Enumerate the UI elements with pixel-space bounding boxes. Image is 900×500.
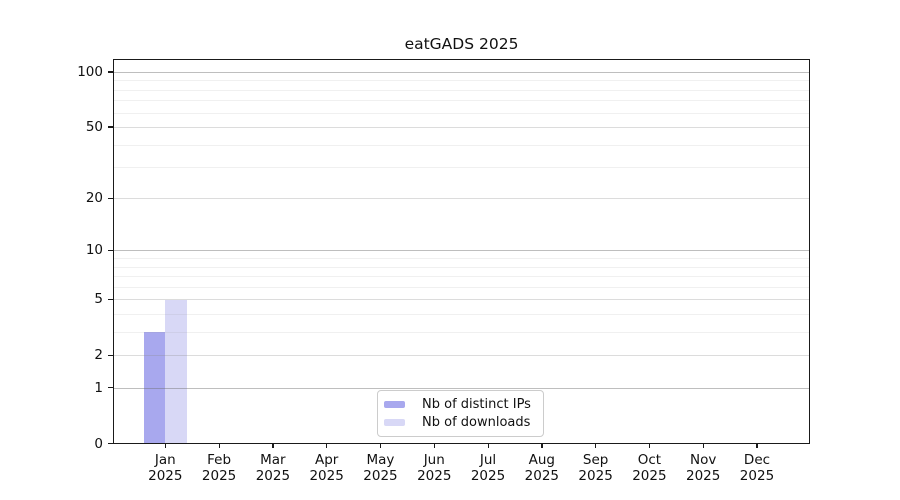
gridline-90 — [114, 80, 809, 82]
gridline-6 — [114, 286, 809, 288]
gridline-50 — [114, 126, 809, 128]
gridline-1 — [114, 387, 809, 389]
gridline-20 — [114, 198, 809, 200]
x-tick-month: Jun — [423, 452, 445, 468]
x-tick-mar — [272, 443, 274, 448]
x-tick-label-sep: Sep 2025 — [568, 452, 624, 484]
x-tick-feb — [218, 443, 220, 448]
y-tick-20 — [108, 197, 113, 200]
x-tick-month: Mar — [260, 452, 286, 468]
x-tick-label-may: May 2025 — [352, 452, 408, 484]
legend-item-downloads: Nb of downloads — [384, 415, 537, 430]
x-tick-month: Aug — [528, 452, 556, 468]
gridline-9 — [114, 258, 809, 260]
x-tick-dec — [756, 443, 758, 448]
plot-area — [113, 59, 810, 444]
x-tick-aug — [541, 443, 543, 448]
legend-label-distinct-ips: Nb of distinct IPs — [422, 396, 531, 412]
gridline-8 — [114, 266, 809, 268]
y-tick-label-20: 20 — [85, 190, 103, 207]
x-tick-month: May — [366, 452, 395, 468]
y-tick-10 — [108, 249, 113, 252]
x-tick-month: Jul — [479, 452, 497, 468]
x-tick-year: 2025 — [578, 467, 613, 484]
x-tick-year: 2025 — [470, 467, 506, 484]
x-tick-jan — [164, 443, 166, 448]
x-tick-month: Jan — [154, 452, 176, 468]
gridline-5 — [114, 299, 809, 301]
y-tick-0 — [108, 443, 113, 445]
x-tick-nov — [702, 443, 704, 448]
x-tick-jul — [487, 443, 489, 448]
x-tick-year: 2025 — [524, 467, 559, 484]
y-tick-5 — [108, 298, 113, 300]
y-tick-label-10: 10 — [85, 242, 103, 259]
legend-swatch-downloads — [384, 419, 405, 427]
x-tick-may — [379, 443, 382, 448]
gridline-4 — [114, 313, 809, 315]
gridline-7 — [114, 276, 809, 278]
x-tick-label-mar: Mar 2025 — [245, 452, 301, 484]
x-tick-sep — [595, 443, 597, 448]
y-tick-label-50: 50 — [85, 118, 103, 135]
bars-layer — [114, 60, 809, 443]
x-tick-month: Feb — [207, 452, 232, 468]
x-tick-month: Apr — [314, 452, 339, 468]
legend: Nb of distinct IPs Nb of downloads — [377, 390, 544, 437]
x-tick-apr — [326, 443, 328, 448]
x-tick-oct — [648, 443, 651, 448]
gridline-30 — [114, 167, 809, 169]
gridline-70 — [114, 100, 809, 102]
x-tick-year: 2025 — [686, 467, 721, 484]
gridline-100 — [114, 71, 809, 73]
x-tick-year: 2025 — [148, 467, 183, 484]
x-tick-month: Sep — [582, 452, 609, 468]
x-tick-year: 2025 — [417, 467, 452, 484]
y-tick-label-5: 5 — [94, 291, 103, 308]
x-tick-year: 2025 — [363, 467, 398, 484]
x-tick-month: Dec — [743, 452, 771, 468]
x-tick-year: 2025 — [739, 467, 775, 484]
gridline-10 — [114, 250, 809, 252]
y-tick-label-1: 1 — [94, 379, 103, 396]
x-tick-month: Oct — [637, 452, 662, 468]
legend-label-downloads: Nb of downloads — [422, 415, 531, 431]
gridline-60 — [114, 112, 809, 114]
y-tick-label-2: 2 — [94, 347, 103, 364]
gridline-2 — [114, 355, 809, 357]
y-tick-100 — [108, 71, 113, 73]
x-tick-label-aug: Aug 2025 — [514, 452, 570, 484]
x-tick-label-jan: Jan 2025 — [137, 452, 193, 484]
x-tick-year: 2025 — [201, 467, 237, 484]
x-tick-jun — [433, 443, 435, 448]
legend-swatch-distinct-ips — [384, 400, 405, 408]
bar-nb-of-distinct-ips-month-0 — [143, 332, 166, 443]
x-tick-label-oct: Oct 2025 — [621, 452, 677, 484]
legend-item-distinct-ips: Nb of distinct IPs — [384, 397, 537, 412]
bar-nb-of-downloads-month-0 — [165, 299, 187, 443]
x-tick-label-jul: Jul 2025 — [460, 452, 516, 484]
x-tick-label-feb: Feb 2025 — [191, 452, 247, 484]
gridline-40 — [114, 144, 809, 146]
x-tick-label-nov: Nov 2025 — [675, 452, 731, 484]
y-tick-label-0: 0 — [94, 435, 103, 452]
x-tick-year: 2025 — [255, 467, 291, 484]
x-tick-year: 2025 — [309, 467, 344, 484]
y-tick-50 — [108, 126, 113, 128]
x-tick-label-apr: Apr 2025 — [299, 452, 355, 484]
gridline-80 — [114, 89, 809, 91]
gridlines-layer — [114, 60, 809, 443]
x-tick-label-dec: Dec 2025 — [729, 452, 785, 484]
y-tick-label-100: 100 — [77, 63, 103, 80]
x-tick-month: Nov — [690, 452, 717, 468]
x-tick-label-jun: Jun 2025 — [406, 452, 462, 484]
y-tick-1 — [108, 387, 113, 389]
gridline-3 — [114, 331, 809, 333]
y-tick-2 — [108, 354, 113, 356]
chart-title: eatGADS 2025 — [404, 35, 519, 53]
x-tick-year: 2025 — [632, 467, 667, 484]
